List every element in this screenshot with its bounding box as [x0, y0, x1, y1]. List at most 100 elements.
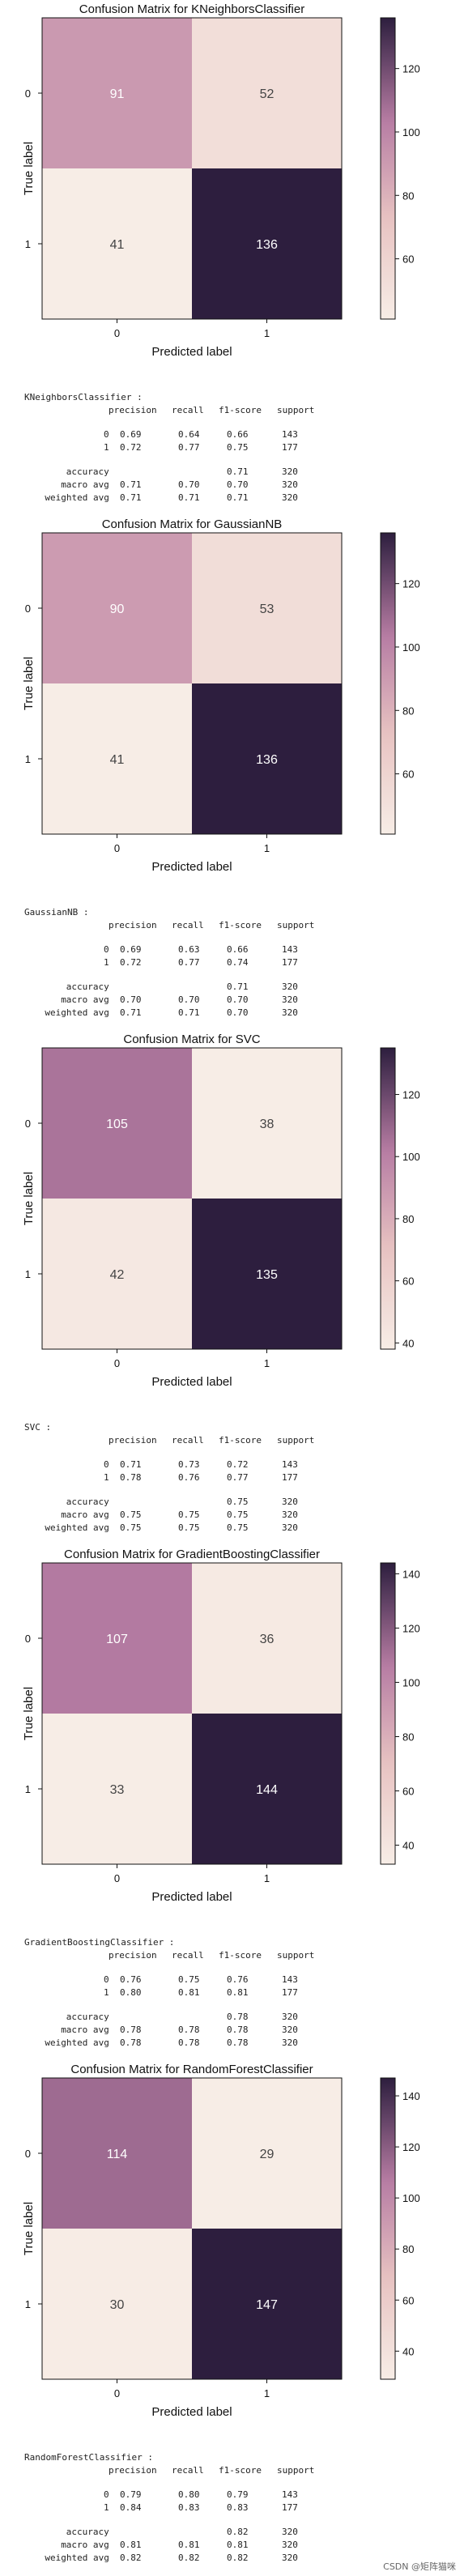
report-row-label: macro avg [61, 2540, 109, 2550]
report-cell: 0.83 [178, 2502, 200, 2513]
report-cell: 0.70 [178, 994, 200, 1005]
matrix-cell [42, 2229, 192, 2379]
y-tick-label: 0 [25, 2148, 31, 2160]
matrix-cell [192, 1048, 342, 1199]
x-tick-label: 1 [264, 327, 270, 339]
report-header: f1-score [219, 1950, 262, 1961]
matrix-cell [192, 1714, 342, 1864]
report-cell: 320 [282, 2037, 298, 2048]
report-cell: 0.74 [227, 957, 249, 968]
report-cell: 0.71 [120, 1007, 142, 1018]
report-cell: 0.71 [227, 466, 249, 477]
report-cell: 0.64 [178, 429, 200, 440]
classification-report: KNeighborsClassifier : precision recall f1-… [0, 392, 464, 505]
cell-value: 136 [256, 753, 278, 767]
report-cell: 0.70 [120, 994, 142, 1005]
report-cell: 0.77 [178, 957, 200, 968]
colorbar [380, 1047, 396, 1350]
report-cell: 0.72 [227, 1459, 249, 1470]
report-cell: 0.75 [178, 1522, 200, 1533]
report-cell: 320 [282, 492, 298, 503]
y-tick-label: 1 [25, 753, 31, 765]
report-cell: 0.82 [120, 2553, 142, 2563]
matrix-cell [42, 533, 192, 683]
report-cell: 0.79 [120, 2489, 142, 2500]
colorbar-tick-label: 60 [402, 1786, 414, 1798]
report-cell: 320 [282, 994, 298, 1005]
cell-value: 107 [106, 1633, 128, 1646]
x-axis-label: Predicted label [151, 860, 232, 874]
cell-value: 91 [110, 87, 125, 101]
matrix-cell [192, 2229, 342, 2379]
cell-value: 33 [110, 1783, 125, 1797]
matrix-cell [42, 683, 192, 834]
report-cell: 0.78 [120, 1472, 142, 1483]
report-cell: 177 [282, 2502, 298, 2513]
report-row-label: macro avg [61, 1509, 109, 1520]
classification-report: GradientBoostingClassifier : precision rec… [0, 1937, 464, 2050]
x-tick-label: 0 [114, 1872, 120, 1884]
colorbar-tick-label: 120 [402, 1089, 420, 1101]
cell-value: 41 [110, 238, 125, 252]
y-tick-label: 1 [25, 238, 31, 250]
report-header: precision [109, 1435, 157, 1446]
report-cell: 0.70 [227, 479, 249, 490]
colorbar-tick-label: 80 [402, 189, 414, 202]
report-cell: 0.81 [120, 2540, 142, 2550]
y-axis-label: True label [22, 657, 36, 710]
report-cell: 0.75 [120, 1509, 142, 1520]
report-header: recall [172, 405, 204, 415]
colorbar [380, 532, 396, 835]
watermark-text: CSDN @矩阵猫咪 [383, 2561, 456, 2572]
colorbar-tick-label: 140 [402, 1568, 420, 1580]
report-cell: 0.80 [178, 2489, 200, 2500]
report-cell: 0.71 [178, 492, 200, 503]
report-header: precision [109, 1950, 157, 1961]
cell-value: 114 [107, 2148, 128, 2161]
matrix-cell [192, 1199, 342, 1349]
report-row-label: weighted avg [45, 2553, 109, 2563]
report-cell: 0.75 [227, 1509, 249, 1520]
report-cell: 0.75 [178, 1509, 200, 1520]
y-tick-label: 0 [25, 1118, 31, 1130]
classification-report: SVC : precision recall f1-score support 0 0.71… [0, 1422, 464, 1535]
colorbar-tick-label: 80 [402, 1213, 414, 1225]
colorbar-tick-label: 100 [402, 1676, 420, 1688]
report-cell: 320 [282, 1522, 298, 1533]
colorbar [380, 1562, 396, 1865]
report-row-label: weighted avg [45, 2037, 109, 2048]
classification-report: GaussianNB : precision recall f1-score suppo… [0, 907, 464, 1020]
report-header: support [277, 1950, 315, 1961]
plot-frame [41, 2077, 343, 2380]
cell-value: 52 [260, 87, 275, 101]
matrix-cell [192, 1563, 342, 1714]
report-cell: 320 [282, 1007, 298, 1018]
confusion-matrix-chart: Confusion Matrix for GaussianNB 90 53 41 136… [22, 517, 420, 874]
colorbar-tick-label: 80 [402, 2243, 414, 2255]
report-cell: 320 [282, 1509, 298, 1520]
colorbar-tick-label: 60 [402, 1275, 414, 1288]
chart-title: Confusion Matrix for RandomForestClassif… [70, 2063, 313, 2076]
report-row-label: accuracy [66, 466, 109, 477]
report-cell: 0.81 [178, 1987, 200, 1998]
cell-value: 41 [110, 753, 125, 767]
y-axis-label: True label [22, 142, 36, 195]
confusion-matrix-chart: Confusion Matrix for GradientBoostingCla… [22, 1548, 420, 1904]
report-cell: 0.81 [227, 2540, 249, 2550]
report-cell: 320 [282, 466, 298, 477]
confusion-matrix-chart: Confusion Matrix for SVC 105 38 42 135 0 1 0 1 Pr… [22, 1033, 420, 1389]
colorbar-tick-label: 80 [402, 705, 414, 717]
report-header: f1-score [219, 1435, 262, 1446]
report-row-label: 0 [104, 1459, 109, 1470]
cell-value: 147 [256, 2298, 278, 2312]
report-cell: 0.72 [120, 957, 142, 968]
report-row-label: accuracy [66, 2527, 109, 2537]
colorbar-tick-label: 120 [402, 2141, 420, 2153]
report-row-label: 1 [104, 1472, 109, 1483]
report-cell: 0.76 [227, 1974, 249, 1985]
report-model-name: GaussianNB : [24, 907, 89, 918]
chart-title: Confusion Matrix for SVC [123, 1033, 260, 1046]
report-cell: 0.66 [227, 944, 249, 955]
x-tick-label: 1 [264, 842, 270, 854]
